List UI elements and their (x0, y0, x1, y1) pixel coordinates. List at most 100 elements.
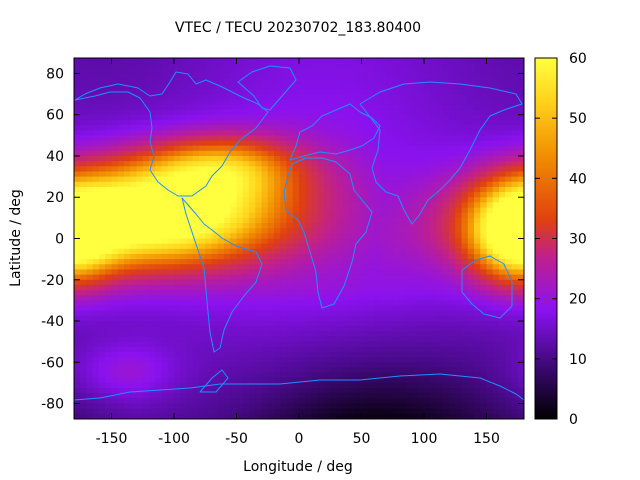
heatmap-cell (230, 279, 238, 286)
heatmap-cell (417, 362, 425, 369)
heatmap-cell (336, 253, 344, 260)
heatmap-cell (99, 171, 106, 178)
heatmap-cell (511, 140, 519, 147)
heatmap-cell (499, 181, 506, 188)
heatmap-cell (449, 202, 456, 209)
heatmap-cell (330, 217, 338, 224)
heatmap-cell (236, 217, 244, 224)
heatmap-cell (361, 403, 369, 410)
heatmap-cell (249, 171, 256, 178)
heatmap-cell (161, 197, 169, 203)
heatmap-cell (461, 63, 469, 69)
heatmap-cell (130, 351, 138, 358)
heatmap-cell (311, 88, 319, 95)
heatmap-cell (186, 284, 194, 291)
heatmap-cell (311, 181, 319, 188)
heatmap-cell (105, 372, 113, 379)
heatmap-cell (117, 372, 125, 379)
heatmap-cell (486, 63, 494, 69)
heatmap-cell (336, 238, 344, 245)
heatmap-cell (405, 382, 413, 389)
heatmap-cell (174, 331, 181, 338)
heatmap-cell (492, 300, 500, 307)
heatmap-cell (499, 233, 506, 240)
heatmap-cell (517, 300, 524, 307)
heatmap-cell (267, 73, 275, 80)
heatmap-cell (80, 212, 88, 219)
heatmap-cell (442, 94, 450, 100)
heatmap-cell (324, 326, 331, 332)
heatmap-cell (186, 403, 194, 410)
heatmap-cell (267, 351, 275, 358)
heatmap-cell (167, 295, 175, 301)
heatmap-cell (411, 253, 419, 260)
heatmap-cell (442, 367, 450, 374)
heatmap-cell (330, 171, 338, 178)
heatmap-cell (505, 150, 513, 157)
heatmap-cell (142, 408, 150, 415)
heatmap-cell (180, 310, 188, 317)
heatmap-cell (399, 88, 406, 95)
heatmap-cell (117, 94, 125, 100)
heatmap-cell (355, 150, 363, 157)
heatmap-cell (186, 99, 194, 106)
heatmap-cell (486, 83, 494, 90)
heatmap-cell (386, 408, 394, 415)
heatmap-cell (342, 248, 350, 255)
heatmap-cell (192, 140, 200, 147)
heatmap-cell (149, 145, 156, 152)
heatmap-cell (367, 315, 375, 322)
heatmap-cell (224, 398, 231, 405)
heatmap-cell (74, 78, 81, 85)
heatmap-cell (324, 357, 331, 363)
heatmap-cell (192, 197, 200, 203)
heatmap-cell (192, 393, 200, 399)
heatmap-cell (92, 233, 100, 240)
heatmap-cell (280, 58, 288, 64)
heatmap-cell (149, 135, 156, 142)
heatmap-cell (292, 217, 300, 224)
heatmap-cell (124, 181, 131, 188)
heatmap-cell (374, 94, 381, 100)
heatmap-cell (167, 99, 175, 106)
heatmap-cell (167, 243, 175, 250)
heatmap-cell (367, 73, 375, 80)
heatmap-cell (211, 408, 219, 415)
heatmap-cell (174, 388, 181, 394)
heatmap-cell (505, 351, 513, 358)
heatmap-cell (286, 99, 294, 106)
heatmap-cell (199, 367, 206, 374)
heatmap-cell (249, 207, 256, 214)
heatmap-cell (286, 88, 294, 95)
heatmap-cell (142, 114, 150, 121)
heatmap-cell (224, 243, 231, 250)
heatmap-cell (392, 284, 400, 291)
heatmap-cell (486, 259, 494, 265)
heatmap-cell (424, 78, 431, 85)
heatmap-cell (411, 238, 419, 245)
heatmap-cell (467, 63, 475, 69)
heatmap-cell (142, 181, 150, 188)
heatmap-cell (492, 181, 500, 188)
heatmap-cell (411, 73, 419, 80)
heatmap-cell (349, 362, 356, 369)
heatmap-cell (342, 398, 350, 405)
heatmap-cell (255, 125, 263, 131)
heatmap-cell (205, 171, 213, 178)
heatmap-cell (111, 140, 119, 147)
heatmap-cell (411, 99, 419, 106)
heatmap-cell (380, 382, 388, 389)
heatmap-cell (211, 223, 219, 229)
heatmap-cell (461, 346, 469, 353)
heatmap-cell (474, 388, 481, 394)
heatmap-cell (367, 83, 375, 90)
heatmap-cell (199, 388, 206, 394)
heatmap-cell (255, 171, 263, 178)
heatmap-cell (224, 310, 231, 317)
heatmap-cell (99, 145, 106, 152)
heatmap-cell (486, 228, 494, 234)
heatmap-cell (174, 166, 181, 173)
heatmap-cell (299, 130, 306, 136)
heatmap-cell (336, 145, 344, 152)
heatmap-cell (474, 207, 481, 214)
